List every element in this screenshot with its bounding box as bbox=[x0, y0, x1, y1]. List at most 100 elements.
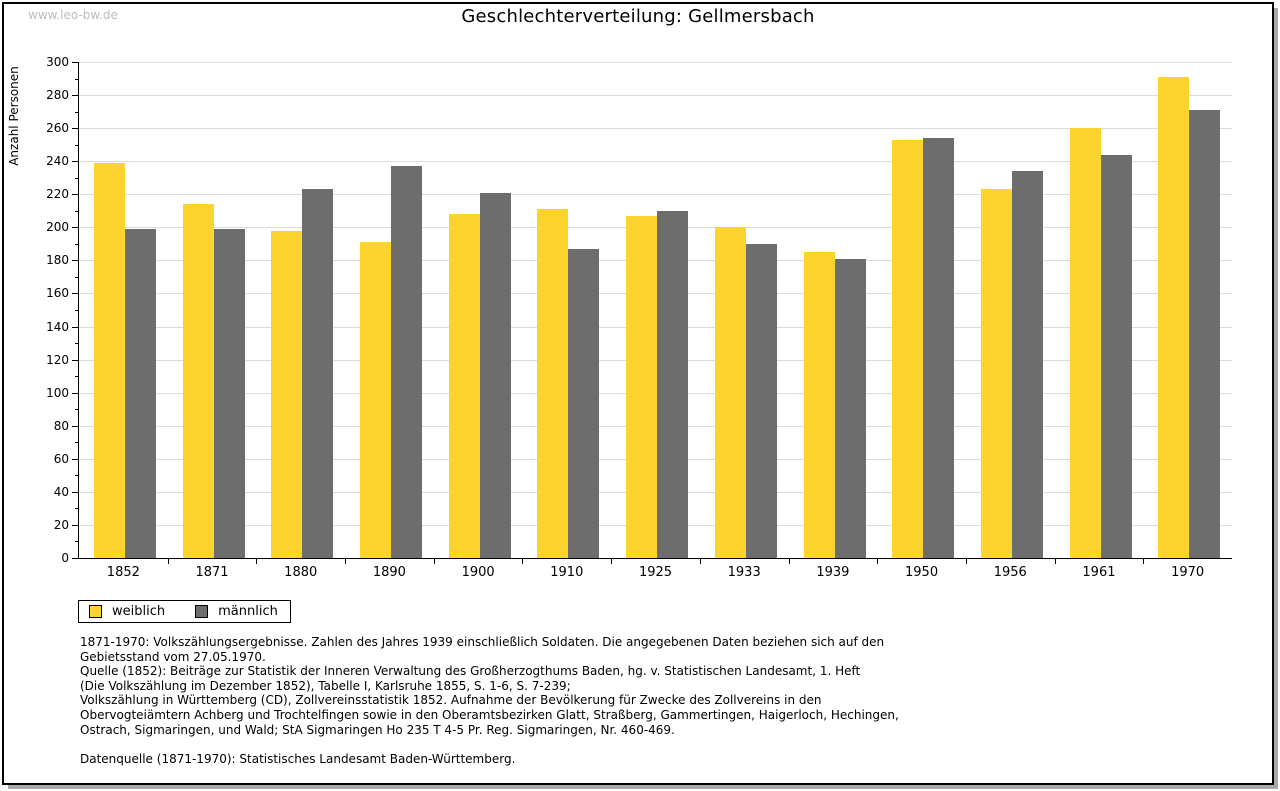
gridline bbox=[79, 95, 1232, 97]
bar-männlich-1900 bbox=[479, 192, 511, 558]
y-axis-tick bbox=[72, 128, 79, 130]
y-axis-tick-label: 100 bbox=[46, 385, 69, 400]
y-axis-minor-tick bbox=[75, 409, 79, 411]
footnote-line: (Die Volkszählung im Dezember 1852), Tab… bbox=[80, 678, 571, 693]
x-axis-label: 1970 bbox=[1171, 565, 1205, 580]
bar-weiblich-1956 bbox=[980, 189, 1012, 558]
legend-swatch-weiblich bbox=[89, 605, 102, 618]
x-axis-label: 1950 bbox=[905, 565, 939, 580]
y-axis-tick bbox=[72, 458, 79, 460]
x-axis-tick bbox=[788, 558, 790, 564]
x-axis-tick bbox=[877, 558, 879, 564]
y-axis-tick-label: 140 bbox=[46, 319, 69, 334]
gridline bbox=[79, 128, 1232, 130]
y-axis-tick-label: 40 bbox=[53, 484, 69, 499]
bar-weiblich-1933 bbox=[714, 227, 746, 558]
x-axis-label: 1956 bbox=[993, 565, 1027, 580]
plot-area: 0 20 40 60 80 100 120 140 160 180 200 220 240 260 280 3… bbox=[46, 56, 1232, 580]
y-axis-tick bbox=[72, 161, 79, 163]
x-axis-tick bbox=[345, 558, 347, 564]
bar-männlich-1970 bbox=[1189, 109, 1221, 558]
y-axis-minor-tick bbox=[75, 243, 79, 245]
gridline bbox=[79, 62, 1232, 63]
bar-weiblich-1871 bbox=[182, 204, 214, 558]
y-axis-tick bbox=[72, 260, 79, 262]
y-axis-tick-label: 260 bbox=[46, 121, 69, 136]
x-axis-label: 1961 bbox=[1082, 565, 1116, 580]
x-axis-tick bbox=[611, 558, 613, 564]
bar-weiblich-1970 bbox=[1158, 76, 1190, 558]
y-axis-tick-label: 200 bbox=[46, 220, 69, 235]
x-axis-tick bbox=[1054, 558, 1056, 564]
y-axis-tick bbox=[72, 359, 79, 361]
x-axis-tick bbox=[522, 558, 524, 564]
y-axis-minor-tick bbox=[75, 310, 79, 311]
x-axis-tick bbox=[167, 558, 169, 564]
y-axis-tick-label: 300 bbox=[46, 55, 69, 69]
y-axis-tick bbox=[72, 326, 79, 328]
footnote-line: Ostrach, Sigmaringen, und Wald; StA Sigm… bbox=[80, 722, 675, 737]
bar-männlich-1880 bbox=[302, 189, 334, 558]
x-axis-tick bbox=[433, 558, 435, 564]
bar-männlich-1910 bbox=[568, 248, 600, 558]
y-axis-minor-tick bbox=[75, 343, 79, 345]
y-axis-minor-tick bbox=[75, 442, 79, 444]
bar-weiblich-1852 bbox=[94, 162, 125, 558]
y-axis-minor-tick bbox=[75, 541, 79, 543]
footnote-line: Obervogteiämtern Achberg und Trochtelfin… bbox=[80, 707, 899, 722]
y-axis-label: Anzahl Personen bbox=[7, 66, 21, 166]
footnote-line: Volkszählung in Württemberg (CD), Zollve… bbox=[80, 693, 822, 708]
y-axis-tick bbox=[72, 293, 79, 295]
y-axis-tick-label: 0 bbox=[61, 551, 69, 565]
legend-label-weiblich: weiblich bbox=[112, 604, 166, 619]
y-axis-tick-label: 120 bbox=[46, 352, 69, 367]
y-axis-minor-tick bbox=[75, 78, 79, 80]
y-axis-tick-label: 220 bbox=[46, 187, 69, 202]
y-axis-minor-tick bbox=[75, 376, 79, 378]
bar-weiblich-1910 bbox=[537, 209, 569, 558]
y-axis-tick-label: 80 bbox=[53, 418, 69, 433]
y-axis-tick bbox=[72, 95, 79, 97]
bar-weiblich-1961 bbox=[1069, 128, 1101, 558]
y-axis-minor-tick bbox=[75, 210, 79, 212]
x-axis-label: 1852 bbox=[106, 565, 140, 580]
x-axis-tick bbox=[1143, 558, 1145, 564]
y-axis-minor-tick bbox=[75, 508, 79, 510]
x-axis-label: 1900 bbox=[461, 565, 495, 580]
y-axis-tick bbox=[72, 392, 79, 394]
y-axis-minor-tick bbox=[75, 111, 79, 113]
chart-title: Geschlechterverteilung: Gellmersbach bbox=[461, 6, 815, 27]
legend-item-weiblich: weiblich bbox=[89, 604, 165, 619]
y-axis-tick-label: 60 bbox=[53, 451, 69, 466]
x-axis-label: 1925 bbox=[638, 565, 673, 580]
bar-weiblich-1925 bbox=[626, 215, 658, 558]
bar-männlich-1852 bbox=[125, 229, 156, 558]
y-axis-minor-tick bbox=[75, 177, 79, 179]
y-axis-tick bbox=[72, 62, 79, 63]
bar-männlich-1939 bbox=[834, 258, 866, 558]
y-axis-tick bbox=[72, 558, 79, 559]
x-axis-label: 1933 bbox=[727, 565, 761, 580]
y-axis-tick bbox=[72, 227, 79, 229]
x-axis-label: 1910 bbox=[550, 565, 584, 580]
y-axis-tick-label: 240 bbox=[46, 154, 69, 169]
x-axis-tick bbox=[699, 558, 701, 564]
bar-männlich-1925 bbox=[657, 210, 689, 558]
bar-männlich-1871 bbox=[213, 229, 245, 558]
y-axis-minor-tick bbox=[75, 144, 79, 146]
bar-weiblich-1950 bbox=[892, 139, 924, 558]
legend-swatch-maennlich bbox=[195, 605, 209, 618]
gridline bbox=[79, 194, 1232, 196]
y-axis-tick-label: 180 bbox=[46, 253, 69, 268]
bar-weiblich-1880 bbox=[271, 230, 303, 558]
bar-weiblich-1939 bbox=[803, 252, 835, 558]
y-axis-tick bbox=[72, 491, 79, 493]
bar-männlich-1890 bbox=[391, 166, 423, 558]
y-axis-minor-tick bbox=[75, 475, 79, 477]
bar-männlich-1961 bbox=[1100, 154, 1132, 558]
x-axis-label: 1871 bbox=[195, 565, 229, 580]
bar-männlich-1933 bbox=[745, 243, 777, 558]
legend-label-maennlich: männlich bbox=[218, 604, 278, 619]
y-axis-tick bbox=[72, 194, 79, 196]
